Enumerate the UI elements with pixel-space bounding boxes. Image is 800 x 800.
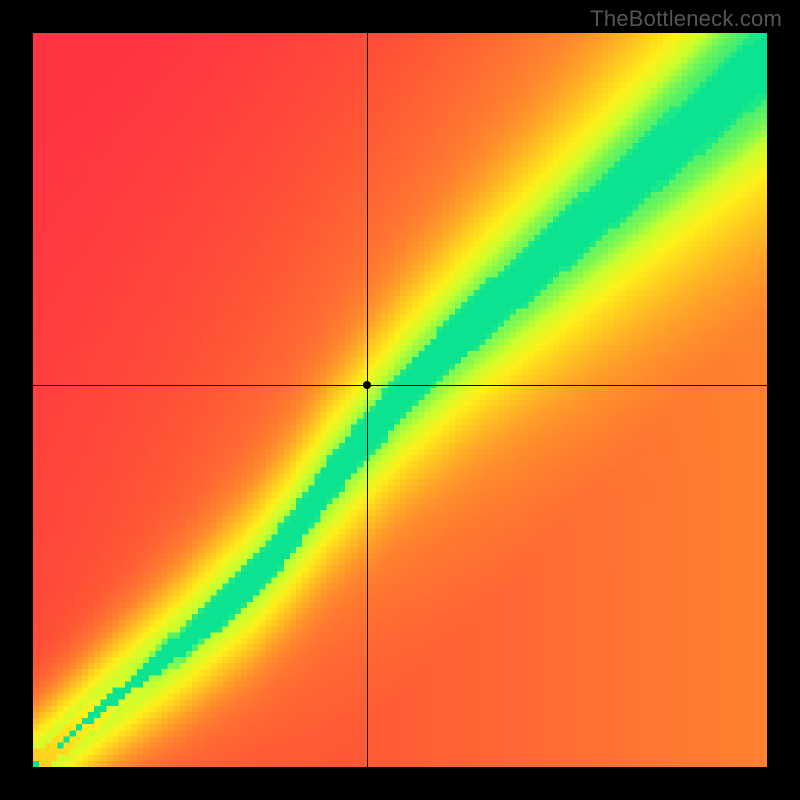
crosshair-vertical	[367, 33, 368, 767]
marker-dot	[363, 381, 371, 389]
chart-container: TheBottleneck.com	[0, 0, 800, 800]
plot-area	[33, 33, 767, 767]
crosshair-horizontal	[33, 385, 767, 386]
watermark-text: TheBottleneck.com	[590, 6, 782, 32]
heatmap-canvas	[33, 33, 767, 767]
